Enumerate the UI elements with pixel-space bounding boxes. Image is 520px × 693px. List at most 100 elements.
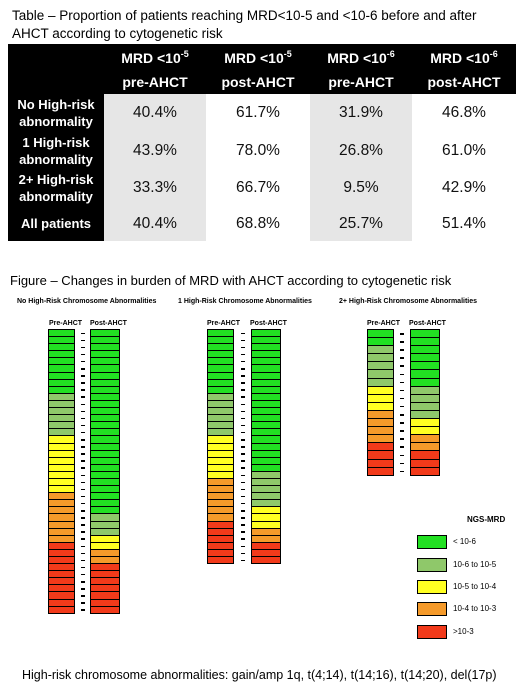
col-label-post: Post-AHCT bbox=[409, 320, 446, 327]
patient-segment bbox=[208, 500, 233, 508]
patient-segment bbox=[91, 486, 119, 494]
patient-segment bbox=[252, 493, 280, 501]
patient-segment bbox=[252, 514, 280, 522]
dash-mark bbox=[241, 396, 245, 398]
dash-mark bbox=[241, 502, 245, 505]
patient-segment bbox=[208, 330, 233, 338]
dash-mark bbox=[400, 341, 404, 343]
patient-segment bbox=[49, 471, 74, 479]
patient-segment bbox=[252, 507, 280, 515]
patient-segment bbox=[368, 386, 393, 395]
dash-mark bbox=[81, 602, 85, 604]
patient-segment bbox=[252, 528, 280, 536]
dash-mark bbox=[81, 474, 85, 477]
dash-mark bbox=[400, 470, 404, 473]
dash-mark bbox=[81, 332, 85, 335]
patient-segment bbox=[91, 564, 119, 572]
patient-segment bbox=[368, 346, 393, 355]
dash-mark bbox=[81, 431, 85, 434]
patient-segment bbox=[91, 493, 119, 501]
dash-mark bbox=[81, 581, 85, 583]
dash-mark bbox=[81, 346, 85, 349]
dash-mark bbox=[241, 495, 245, 498]
dash-mark bbox=[81, 375, 85, 377]
dash-mark bbox=[81, 460, 85, 462]
patient-segment bbox=[411, 402, 439, 411]
patient-segment bbox=[252, 500, 280, 508]
patient-segment bbox=[208, 436, 233, 444]
panel-title: 2+ High-Risk Chromosome Abnormalities bbox=[339, 298, 478, 305]
patient-segment bbox=[411, 354, 439, 363]
dash-mark bbox=[241, 439, 245, 441]
row-label: 1 High-risk abnormality bbox=[19, 135, 93, 167]
patient-segment bbox=[208, 337, 233, 345]
patient-segment bbox=[208, 443, 233, 451]
dash-mark bbox=[81, 453, 85, 455]
dash-mark bbox=[400, 365, 404, 367]
table-row: No High-risk abnormality 40.4% 61.7% 31.… bbox=[8, 94, 516, 132]
patient-segment bbox=[49, 379, 74, 387]
patient-segment bbox=[208, 478, 233, 487]
patient-segment bbox=[91, 549, 119, 557]
patient-segment bbox=[49, 443, 74, 451]
patient-segment bbox=[49, 599, 74, 607]
subheader-col-3: pre-AHCT bbox=[328, 74, 394, 90]
patient-segment bbox=[49, 358, 74, 366]
table-cell: 26.8% bbox=[310, 132, 412, 170]
dash-mark bbox=[241, 524, 245, 526]
patient-segment bbox=[208, 365, 233, 373]
dash-mark bbox=[241, 481, 245, 484]
patient-segment bbox=[91, 528, 119, 536]
dash-mark bbox=[241, 332, 245, 335]
patient-segment bbox=[49, 415, 74, 423]
dash-mark bbox=[241, 545, 245, 548]
col-label-pre: Pre-AHCT bbox=[367, 320, 401, 327]
dash-mark bbox=[400, 462, 404, 465]
dash-mark bbox=[400, 397, 404, 400]
dash-mark bbox=[241, 375, 245, 377]
legend-swatch bbox=[417, 602, 447, 616]
dash-mark bbox=[241, 460, 245, 462]
patient-segment bbox=[49, 408, 74, 416]
patient-segment bbox=[49, 372, 74, 380]
patient-segment bbox=[411, 443, 439, 452]
patient-segment bbox=[252, 337, 280, 345]
table-cell: 61.7% bbox=[206, 94, 310, 132]
dash-mark bbox=[400, 349, 404, 351]
dash-mark bbox=[81, 545, 85, 548]
dash-mark bbox=[81, 417, 85, 420]
dash-mark bbox=[81, 368, 85, 370]
patient-segment bbox=[252, 358, 280, 366]
post-ahct-column bbox=[251, 329, 281, 565]
dash-mark bbox=[241, 417, 245, 420]
patient-segment bbox=[49, 521, 74, 529]
dash-mark bbox=[241, 403, 245, 406]
dash-mark bbox=[400, 405, 404, 408]
patient-segment bbox=[252, 422, 280, 430]
patient-segment bbox=[49, 571, 74, 579]
patient-segment bbox=[368, 338, 393, 347]
patient-segment bbox=[252, 400, 280, 409]
header-col-1: MRD <10-5 bbox=[121, 48, 189, 66]
legend-swatch bbox=[417, 558, 447, 572]
patient-segment bbox=[49, 330, 74, 338]
patient-segment bbox=[411, 378, 439, 387]
patient-segment bbox=[49, 585, 74, 593]
patient-segment bbox=[49, 386, 74, 394]
dash-mark bbox=[81, 353, 85, 356]
dash-mark bbox=[400, 333, 404, 335]
patient-segment bbox=[252, 408, 280, 416]
dash-mark bbox=[241, 424, 245, 427]
row-label: No High-risk abnormality bbox=[17, 97, 95, 129]
patient-segment bbox=[368, 451, 393, 460]
dash-mark bbox=[241, 360, 245, 363]
patient-segment bbox=[252, 344, 280, 352]
patient-segment bbox=[91, 436, 119, 444]
table-cell: 78.0% bbox=[206, 132, 310, 170]
patient-segment bbox=[252, 386, 280, 394]
patient-segment bbox=[368, 330, 393, 339]
table-cell: 61.0% bbox=[412, 132, 516, 170]
dash-mark bbox=[81, 410, 85, 413]
table-cell: 51.4% bbox=[412, 206, 516, 241]
patient-segment bbox=[252, 429, 280, 437]
